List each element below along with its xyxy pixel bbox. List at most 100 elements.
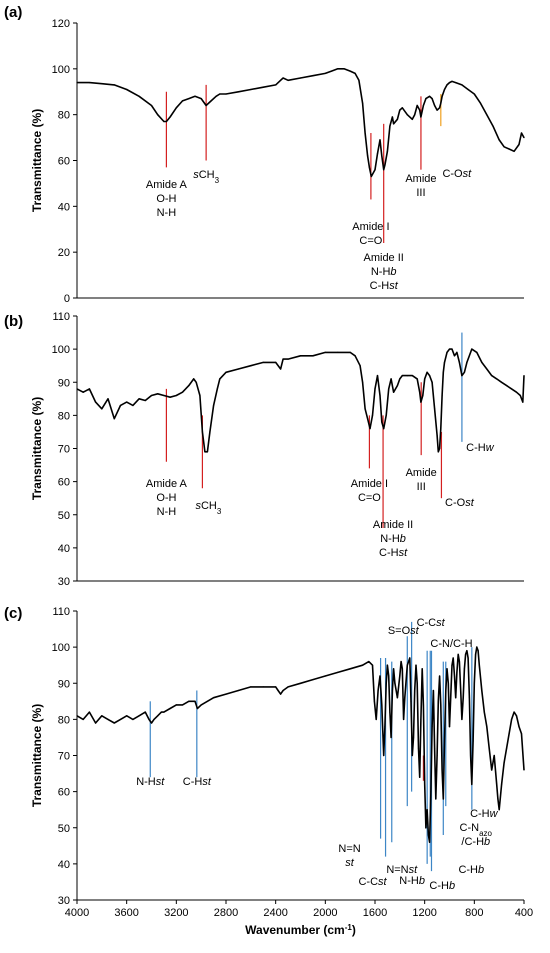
spectrum-point	[389, 125, 391, 127]
spectrum-point	[384, 164, 386, 166]
spectrum-point	[225, 693, 227, 695]
band-annotation-label: Amide A	[146, 478, 188, 490]
spectrum-point	[379, 675, 381, 677]
x-axis-title: Wavenumber (cm-1)	[245, 923, 356, 938]
band-annotation-label: C-Ost	[442, 168, 472, 180]
spectrum-point	[436, 754, 438, 757]
x-tick-label: 800	[465, 907, 483, 919]
spectrum-point	[476, 646, 478, 648]
spectrum-point	[429, 841, 431, 843]
spectrum-point	[522, 401, 524, 403]
spectrum-point	[511, 388, 513, 390]
spectrum-point	[219, 93, 221, 95]
spectrum-point	[411, 375, 413, 377]
spectrum-point	[419, 391, 421, 393]
spectrum-point	[76, 82, 78, 84]
spectrum-point	[406, 664, 408, 666]
spectrum-point	[213, 697, 215, 699]
spectrum-point	[410, 700, 412, 702]
band-annotation-label: C=O	[358, 492, 381, 504]
y-tick-label: 100	[52, 64, 70, 76]
spectrum-point	[82, 718, 84, 721]
spectrum-point	[119, 718, 122, 721]
spectrum-point	[515, 715, 518, 717]
spectrum-point	[441, 769, 443, 771]
band-annotation-label: N=N	[338, 843, 360, 855]
spectrum-point	[435, 798, 437, 800]
spectrum-point	[416, 378, 418, 380]
spectrum-point	[497, 798, 499, 800]
spectrum-point	[515, 391, 518, 393]
spectrum-point	[434, 104, 436, 107]
spectrum-point	[390, 736, 392, 739]
band-annotation-label: /C-Hb	[461, 836, 490, 848]
y-tick-label: 60	[58, 477, 70, 489]
spectrum-point	[371, 414, 374, 416]
spectrum-point	[466, 650, 468, 652]
chart-panel-c: 30 40 50 60 70 80 90 100 110 4000 3600 3200 2800 2400…	[4, 605, 533, 937]
spectrum-point	[431, 98, 433, 100]
x-tick-label: 1600	[363, 907, 387, 919]
spectrum-point	[383, 754, 385, 757]
spectrum-point	[411, 754, 413, 757]
spectrum-point	[425, 827, 427, 829]
band-annotation-label: III	[416, 187, 425, 199]
spectrum-point	[441, 95, 443, 97]
spectrum-point	[362, 381, 364, 383]
spectrum-point	[455, 697, 457, 699]
spectrum-point	[486, 114, 488, 116]
spectrum-point	[181, 100, 184, 102]
spectrum-point	[425, 98, 427, 100]
spectrum-point	[88, 711, 90, 713]
spectrum-point	[113, 722, 115, 724]
spectrum-point	[422, 704, 424, 706]
spectrum-point	[429, 375, 431, 377]
spectrum-point	[107, 398, 109, 400]
x-tick-label: 4000	[65, 907, 89, 919]
y-tick-label: 80	[58, 110, 70, 122]
spectrum-point	[456, 671, 458, 674]
spectrum-point	[210, 100, 212, 102]
spectrum-point	[88, 82, 90, 84]
y-tick-label: 50	[58, 823, 70, 835]
spectrum-point	[417, 747, 420, 749]
spectrum-point	[422, 394, 424, 397]
spectrum-point	[457, 653, 459, 656]
spectrum-point	[441, 394, 443, 397]
spectrum-point	[399, 378, 401, 380]
spectrum-point	[262, 86, 264, 88]
y-tick-label: 70	[58, 444, 70, 456]
spectrum-point	[374, 169, 376, 171]
panel-label: (a)	[4, 4, 22, 21]
y-axis-title: Transmittance (%)	[30, 397, 44, 500]
spectrum-point	[461, 84, 463, 86]
spectrum-point	[262, 686, 264, 688]
spectrum-point	[181, 704, 184, 706]
y-tick-label: 80	[58, 714, 70, 726]
spectrum-point	[414, 689, 416, 692]
spectrum-point	[520, 132, 523, 134]
spectrum-point	[354, 72, 356, 74]
spectrum-point	[420, 718, 422, 721]
spectrum-point	[432, 689, 434, 692]
spectrum-point	[169, 707, 171, 710]
spectrum-point	[450, 697, 452, 699]
panel-label: (b)	[4, 313, 23, 330]
spectrum-point	[406, 375, 408, 377]
spectrum-point	[388, 388, 390, 390]
spectrum-point	[460, 689, 462, 692]
spectrum-point	[498, 139, 500, 141]
spectrum-point	[434, 408, 436, 410]
spectrum-point	[473, 682, 475, 684]
spectrum-point	[481, 689, 483, 692]
spectrum-point	[508, 148, 510, 150]
spectrum-point	[406, 114, 408, 116]
spectrum-point	[391, 116, 393, 118]
spectrum-point	[401, 375, 403, 377]
spectrum-point	[424, 378, 426, 380]
spectrum-point	[150, 104, 153, 107]
y-tick-label: 20	[58, 247, 70, 259]
spectrum-point	[463, 371, 465, 373]
spectrum-point	[262, 361, 264, 363]
